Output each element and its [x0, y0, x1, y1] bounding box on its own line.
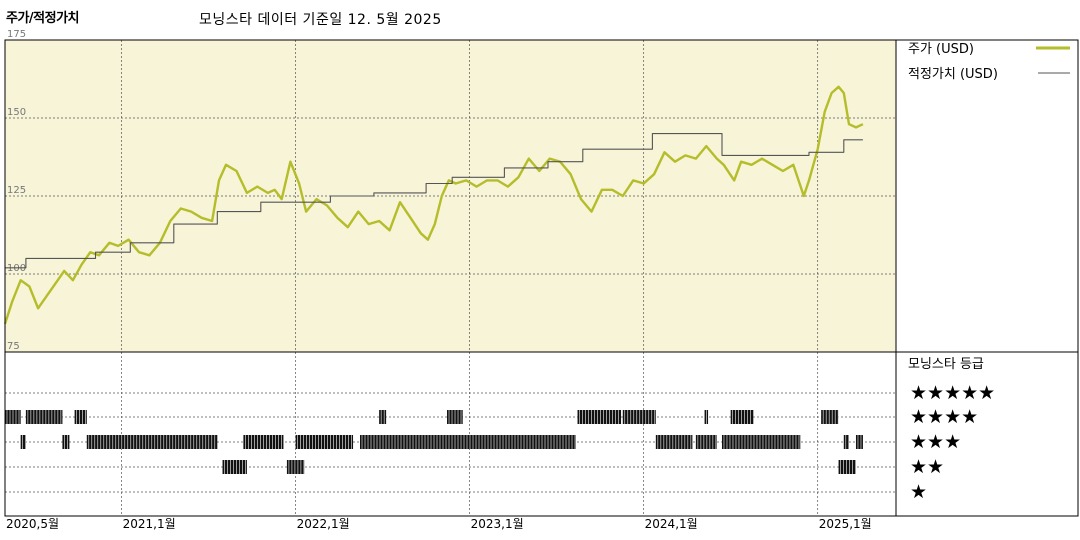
rating-bar-4-stars — [25, 410, 63, 424]
x-tick-label: 2020,5월 — [6, 517, 59, 531]
x-axis-ticks: 2020,5월 2021,1월 2022,1월 2023,1월 2024,1월 2025,… — [6, 517, 872, 531]
rating-bar-3-stars — [721, 435, 801, 449]
x-tick-label: 2024,1월 — [645, 517, 698, 531]
outer-frame — [4, 39, 1079, 517]
rating-bar-3-stars — [695, 435, 717, 449]
y-tick-label: 175 — [7, 29, 26, 40]
series-lines — [3, 85, 864, 325]
series-price-line — [3, 85, 864, 325]
rating-bar-4-stars — [379, 410, 387, 424]
rating-bar-3-stars — [62, 435, 70, 449]
y-tick-label: 150 — [7, 107, 26, 118]
chart-frame — [4, 39, 1079, 517]
rating-bar-3-stars — [20, 435, 26, 449]
x-tick-label: 2021,1월 — [123, 517, 176, 531]
rating-legend-title: 모닝스타 등급 — [908, 357, 984, 372]
x-tick-label: 2022,1월 — [297, 517, 350, 531]
rating-history — [5, 410, 863, 474]
y-tick-label: 100 — [7, 263, 26, 274]
y-tick-label: 125 — [7, 185, 26, 196]
rating-bar-3-stars — [360, 435, 576, 449]
y-axis-ticks: 75 100 125 150 175 — [7, 29, 26, 352]
rating-bar-3-stars — [655, 435, 693, 449]
x-tick-label: 2023,1월 — [471, 517, 524, 531]
legend-label-fair-value: 적정가치 (USD) — [908, 67, 998, 82]
rating-bar-4-stars — [74, 410, 87, 424]
y-tick-label: 75 — [7, 341, 20, 352]
x-tick-label: 2025,1월 — [819, 517, 872, 531]
rating-bar-3-stars — [855, 435, 863, 449]
series-fair-value-line — [5, 133, 863, 269]
legend-label-price: 주가 (USD) — [908, 42, 974, 57]
rating-label-2-stars: ★★ — [910, 456, 944, 478]
rating-label-3-stars: ★★★ — [910, 431, 961, 453]
rating-bar-4-stars — [577, 410, 622, 424]
rating-label-5-stars: ★★★★★ — [910, 382, 995, 404]
rating-bar-4-stars — [821, 410, 839, 424]
rating-label-1-star: ★ — [910, 481, 927, 503]
rating-bar-2-stars — [286, 460, 305, 474]
legend: 주가 (USD) 적정가치 (USD) 모닝스타 등급 ★★★★★ ★★★★ ★… — [908, 42, 1070, 503]
rating-bar-2-stars — [222, 460, 247, 474]
rating-bar-4-stars — [730, 410, 754, 424]
rating-bar-3-stars — [843, 435, 850, 449]
rating-label-4-stars: ★★★★ — [910, 406, 978, 428]
rating-bar-2-stars — [838, 460, 856, 474]
chart-title: 주가/적정가치 — [6, 11, 80, 26]
data-date-subtitle: 모닝스타 데이터 기준일 12. 5월 2025 — [199, 12, 442, 28]
